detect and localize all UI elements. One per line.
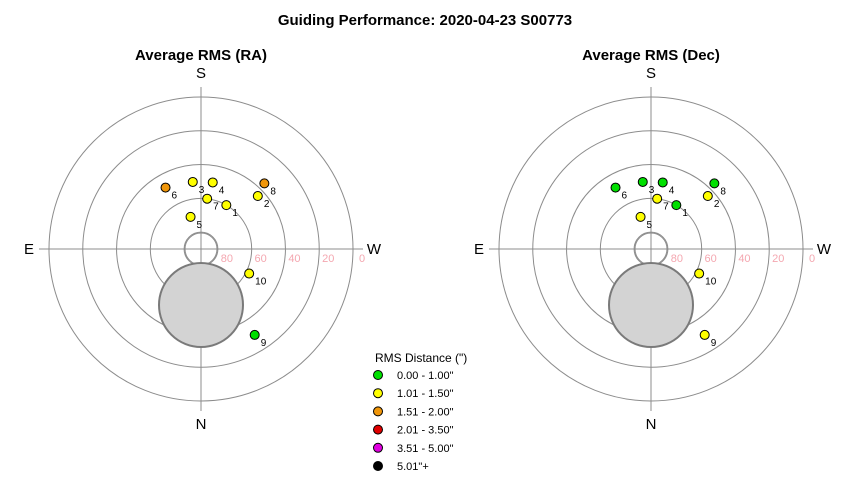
panel2-point-1: [671, 200, 682, 211]
panel2-point-8: [709, 178, 720, 189]
panel2-alt-label-60: 60: [705, 253, 717, 265]
panel1-point-5: [185, 211, 196, 222]
panel1-dir-left: E: [24, 241, 34, 258]
panel2-point-7: [652, 193, 663, 204]
panel1-point-6: [160, 182, 171, 193]
legend-label-6: 5.01"+: [397, 461, 429, 473]
panel2-point-3: [637, 176, 648, 187]
panel2-point-9: [699, 329, 710, 340]
legend-swatch-6: [373, 461, 383, 471]
panel2-point-4: [657, 177, 668, 188]
panel1-point-label-9: 9: [261, 338, 267, 349]
panel2-title: Average RMS (Dec): [582, 47, 720, 64]
legend-label-1: 0.00 - 1.00": [397, 370, 454, 382]
panel1-point-7: [202, 193, 213, 204]
panel2-dir-bottom: N: [646, 416, 657, 433]
panel2-alt-label-20: 20: [772, 253, 784, 265]
panel1-dir-right: W: [367, 241, 382, 258]
panel1-point-label-3: 3: [199, 185, 205, 196]
panel1-point-3: [187, 176, 198, 187]
panel1-point-2: [252, 191, 263, 202]
legend-swatch-2: [373, 388, 383, 399]
panel1-title: Average RMS (RA): [135, 47, 267, 64]
panel1-alt-label-60: 60: [255, 253, 267, 265]
panel2-alt-label-80: 80: [671, 253, 683, 265]
panel2-point-5: [635, 211, 646, 222]
legend-label-3: 1.51 - 2.00": [397, 406, 454, 418]
panel1-point-4: [207, 177, 218, 188]
panel2-point-6: [610, 182, 621, 193]
panel1-point-1: [221, 200, 232, 211]
panel2-dir-left: E: [474, 241, 484, 258]
panel2-dir-right: W: [817, 241, 832, 258]
panel2-alt-label-0: 0: [809, 253, 815, 265]
panel2-alt-label-40: 40: [738, 253, 750, 265]
panel1-point-label-5: 5: [197, 220, 203, 231]
panel1-point-label-8: 8: [270, 186, 276, 197]
panel1-point-label-10: 10: [255, 277, 267, 288]
panel2-point-label-7: 7: [663, 202, 669, 213]
legend-swatch-1: [373, 370, 383, 380]
panel2-point-label-1: 1: [682, 208, 688, 219]
panel2-exclusion-zone: [608, 262, 694, 348]
panel1-dir-top: S: [196, 65, 206, 82]
panel1-point-label-7: 7: [213, 202, 219, 213]
legend-swatch-3: [373, 406, 383, 417]
main-title: Guiding Performance: 2020-04-23 S00773: [278, 12, 572, 29]
legend-swatch-4: [373, 424, 383, 435]
panel2-point-label-4: 4: [669, 185, 675, 196]
panel2-point-label-5: 5: [647, 220, 653, 231]
panel1-exclusion-zone: [158, 262, 244, 348]
panel1-point-label-2: 2: [264, 199, 270, 210]
legend-label-2: 1.01 - 1.50": [397, 388, 454, 400]
legend-label-4: 2.01 - 3.50": [397, 425, 454, 437]
panel1-dir-bottom: N: [196, 416, 207, 433]
panel2-point-label-3: 3: [649, 185, 655, 196]
panel2-point-label-6: 6: [622, 191, 628, 202]
panel2-point-label-2: 2: [714, 199, 720, 210]
panel2-point-10: [694, 268, 705, 279]
panel2-point-2: [702, 191, 713, 202]
panel2-dir-top: S: [646, 65, 656, 82]
panel1-point-10: [244, 268, 255, 279]
panel1-point-label-1: 1: [232, 208, 238, 219]
panel1-alt-label-40: 40: [288, 253, 300, 265]
panel1-point-label-4: 4: [219, 185, 225, 196]
panel1-point-9: [249, 329, 260, 340]
panel1-alt-label-80: 80: [221, 253, 233, 265]
legend-swatch-5: [373, 442, 383, 453]
panel2-point-label-9: 9: [711, 338, 717, 349]
panel2-point-label-8: 8: [720, 186, 726, 197]
panel1-alt-label-0: 0: [359, 253, 365, 265]
panel1-point-8: [259, 178, 270, 189]
legend-title: RMS Distance ("): [375, 351, 467, 365]
panel2-point-label-10: 10: [705, 277, 717, 288]
panel1-point-label-6: 6: [172, 191, 178, 202]
panel1-alt-label-20: 20: [322, 253, 334, 265]
legend-label-5: 3.51 - 5.00": [397, 443, 454, 455]
